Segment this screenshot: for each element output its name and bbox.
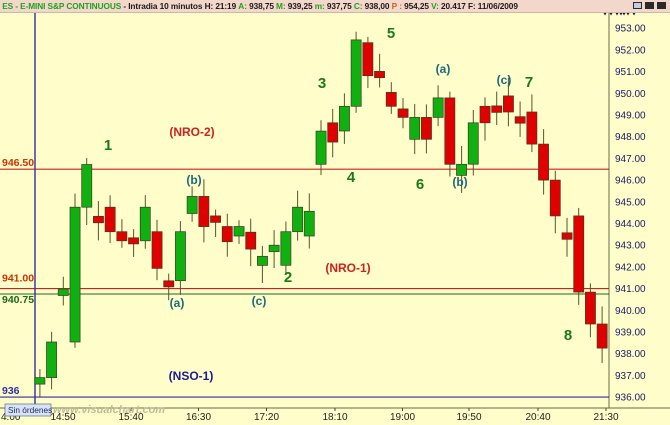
svg-text:1: 1 bbox=[104, 137, 112, 154]
svg-text:5: 5 bbox=[387, 25, 395, 42]
svg-text:3: 3 bbox=[318, 75, 326, 92]
svg-text:936: 936 bbox=[2, 385, 20, 397]
svg-text:(c): (c) bbox=[252, 294, 267, 308]
svg-text:2: 2 bbox=[284, 269, 292, 286]
svg-text:952.00: 952.00 bbox=[615, 45, 646, 56]
svg-text:937.00: 937.00 bbox=[615, 371, 646, 382]
svg-text:19:00: 19:00 bbox=[390, 412, 415, 423]
svg-text:(a): (a) bbox=[436, 62, 451, 76]
svg-text:936.00: 936.00 bbox=[615, 393, 646, 404]
svg-text:942.00: 942.00 bbox=[615, 262, 646, 273]
svg-text:(b): (b) bbox=[452, 175, 467, 189]
svg-text:949.00: 949.00 bbox=[615, 111, 646, 122]
svg-text:945.00: 945.00 bbox=[615, 197, 646, 208]
svg-text:941.00: 941.00 bbox=[615, 284, 646, 295]
svg-text:(NSO-1): (NSO-1) bbox=[169, 369, 214, 383]
svg-text:943.00: 943.00 bbox=[615, 241, 646, 252]
svg-text:20:40: 20:40 bbox=[525, 412, 550, 423]
svg-text:939.00: 939.00 bbox=[615, 328, 646, 339]
svg-text:944.00: 944.00 bbox=[615, 219, 646, 230]
svg-text:946.00: 946.00 bbox=[615, 176, 646, 187]
svg-text:Sin órdenes: Sin órdenes bbox=[8, 405, 52, 415]
svg-text:946.50: 946.50 bbox=[2, 157, 34, 169]
svg-text:21:30: 21:30 bbox=[593, 412, 618, 423]
svg-text:7: 7 bbox=[525, 74, 533, 91]
svg-text:(a): (a) bbox=[170, 296, 185, 310]
svg-text:19:50: 19:50 bbox=[456, 412, 481, 423]
svg-text:(b): (b) bbox=[186, 173, 201, 187]
svg-text:6: 6 bbox=[416, 176, 424, 193]
svg-text:950.00: 950.00 bbox=[615, 89, 646, 100]
svg-text:951.00: 951.00 bbox=[615, 67, 646, 78]
svg-text:4: 4 bbox=[347, 169, 356, 186]
svg-text:(NRO-1): (NRO-1) bbox=[325, 261, 370, 275]
svg-text:(NRO-2): (NRO-2) bbox=[169, 125, 214, 139]
svg-text:17:20: 17:20 bbox=[254, 412, 279, 423]
svg-text:947.00: 947.00 bbox=[615, 154, 646, 165]
svg-text:18:10: 18:10 bbox=[322, 412, 347, 423]
svg-text:940.00: 940.00 bbox=[615, 306, 646, 317]
svg-text:940.75: 940.75 bbox=[2, 294, 34, 306]
svg-text:(c): (c) bbox=[497, 73, 512, 87]
svg-text:953.00: 953.00 bbox=[615, 24, 646, 35]
svg-text:8: 8 bbox=[564, 327, 572, 344]
svg-text:948.00: 948.00 bbox=[615, 132, 646, 143]
svg-text:www.visualchart.com: www.visualchart.com bbox=[53, 404, 165, 416]
svg-text:938.00: 938.00 bbox=[615, 349, 646, 360]
svg-text:16:30: 16:30 bbox=[186, 412, 211, 423]
svg-text:941.00: 941.00 bbox=[2, 273, 34, 285]
